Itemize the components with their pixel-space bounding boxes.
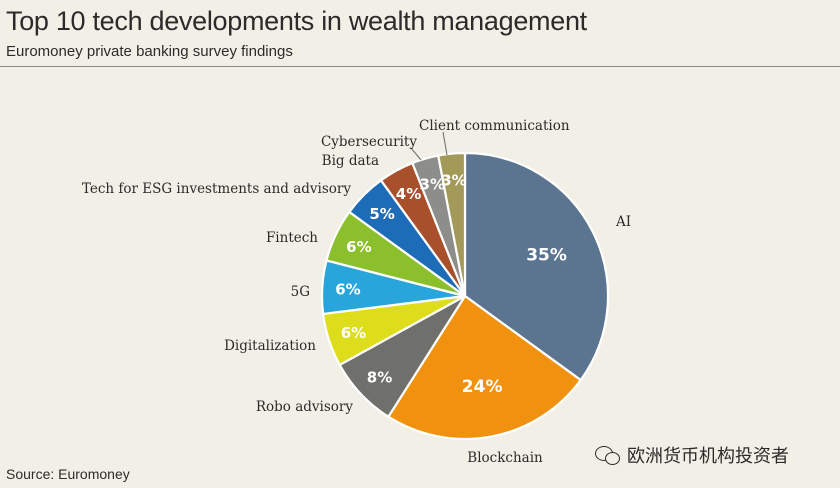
slice-category-label: Tech for ESG investments and advisory [82,181,351,197]
pie-slice-client-communication [436,151,467,297]
leader-line [442,131,448,156]
slice-value-label: 6% [346,238,371,256]
watermark: 欧洲货币机构投资者 [595,442,789,468]
slice-value-label: 3% [441,171,466,189]
slice-category-label: Blockchain [467,450,543,466]
slice-category-label: 5G [291,284,310,300]
slice-category-label: AI [615,214,631,230]
pie-slice-ai [463,151,610,382]
slice-category-label: Robo advisory [256,399,353,415]
slice-category-label: Big data [322,153,379,169]
slice-value-label: 4% [396,185,421,203]
slice-category-label: Cybersecurity [321,134,417,150]
slice-value-label: 3% [420,175,445,193]
leader-line [410,147,422,161]
chart-title: Top 10 tech developments in wealth manag… [6,6,587,36]
header-divider [0,66,840,67]
slice-category-label: Digitalization [224,338,316,354]
slice-value-label: 6% [341,324,366,342]
chart-subtitle: Euromoney private banking survey finding… [6,43,293,60]
slice-value-label: 6% [335,281,360,299]
slice-value-label: 8% [367,368,392,386]
wechat-icon [595,444,621,466]
slice-category-label: Fintech [266,230,318,246]
slice-category-label: Client communication [419,118,570,134]
slice-value-label: 5% [369,205,394,223]
pie-slice-blockchain [386,294,583,441]
watermark-text: 欧洲货币机构投资者 [627,446,789,467]
source-note: Source: Euromoney [6,466,130,482]
slice-value-label: 24% [462,377,503,397]
slice-value-label: 35% [526,245,567,265]
